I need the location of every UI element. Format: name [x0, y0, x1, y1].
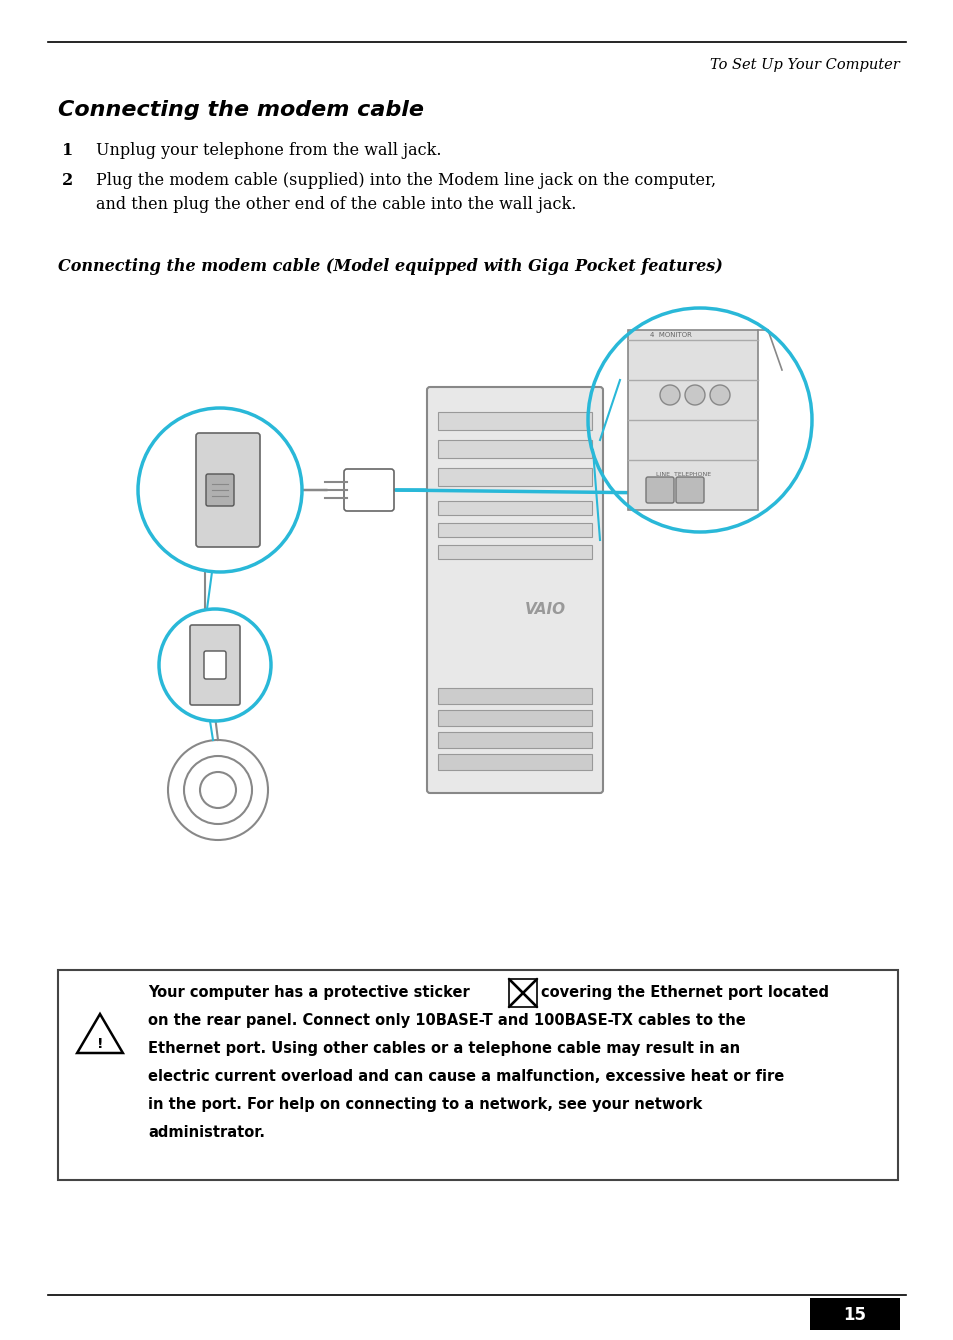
Text: Ethernet port. Using other cables or a telephone cable may result in an: Ethernet port. Using other cables or a t… [148, 1041, 740, 1056]
Bar [437, 710, 592, 726]
Text: covering the Ethernet port located: covering the Ethernet port located [540, 985, 828, 1000]
FancyBboxPatch shape [809, 1298, 899, 1331]
Text: 4  MONITOR: 4 MONITOR [649, 332, 691, 338]
Text: and then plug the other end of the cable into the wall jack.: and then plug the other end of the cable… [96, 196, 576, 213]
Bar [509, 980, 537, 1006]
Text: administrator.: administrator. [148, 1126, 265, 1140]
FancyBboxPatch shape [427, 387, 602, 793]
FancyBboxPatch shape [206, 474, 233, 507]
FancyBboxPatch shape [627, 330, 758, 511]
Bar [437, 411, 592, 430]
Text: on the rear panel. Connect only 10BASE-T and 100BASE-TX cables to the: on the rear panel. Connect only 10BASE-T… [148, 1013, 745, 1028]
Text: 2: 2 [62, 172, 73, 189]
Text: 1: 1 [62, 142, 73, 159]
Bar [437, 754, 592, 770]
Text: Unplug your telephone from the wall jack.: Unplug your telephone from the wall jack… [96, 142, 441, 159]
Text: Connecting the modem cable (Model equipped with Giga Pocket features): Connecting the modem cable (Model equipp… [58, 259, 722, 275]
Text: To Set Up Your Computer: To Set Up Your Computer [709, 58, 899, 72]
FancyBboxPatch shape [195, 433, 260, 547]
Text: in the port. For help on connecting to a network, see your network: in the port. For help on connecting to a… [148, 1097, 701, 1112]
FancyBboxPatch shape [204, 651, 226, 679]
FancyBboxPatch shape [58, 970, 897, 1181]
Text: Your computer has a protective sticker: Your computer has a protective sticker [148, 985, 469, 1000]
Text: Plug the modem cable (supplied) into the Modem line jack on the computer,: Plug the modem cable (supplied) into the… [96, 172, 716, 189]
Bar [437, 468, 592, 486]
Bar [437, 440, 592, 458]
Circle shape [709, 385, 729, 405]
FancyBboxPatch shape [190, 624, 240, 705]
Bar [437, 523, 592, 537]
Polygon shape [77, 1014, 123, 1053]
FancyBboxPatch shape [645, 477, 673, 502]
FancyBboxPatch shape [344, 469, 394, 511]
Text: VAIO: VAIO [524, 603, 565, 618]
Circle shape [159, 608, 271, 721]
Bar [437, 732, 592, 748]
Bar [437, 687, 592, 704]
Circle shape [659, 385, 679, 405]
FancyBboxPatch shape [676, 477, 703, 502]
Circle shape [138, 407, 302, 572]
Text: Connecting the modem cable: Connecting the modem cable [58, 100, 423, 121]
Text: !: ! [96, 1037, 103, 1051]
Bar [437, 545, 592, 559]
Text: electric current overload and can cause a malfunction, excessive heat or fire: electric current overload and can cause … [148, 1069, 783, 1084]
Text: 15: 15 [842, 1306, 865, 1324]
Circle shape [684, 385, 704, 405]
Text: LINE  TELEPHONE: LINE TELEPHONE [656, 472, 710, 477]
Bar [437, 501, 592, 515]
